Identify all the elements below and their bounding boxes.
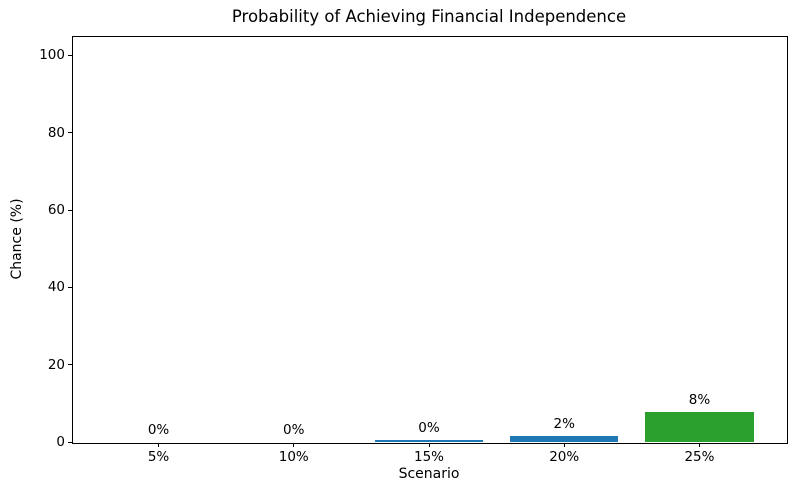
y-tick-mark [68,54,72,56]
bar-value-label: 2% [553,416,575,433]
y-tick-mark [68,286,72,288]
bar-value-label: 0% [418,420,440,437]
y-tick-label: 80 [47,124,65,141]
chart-title: Probability of Achieving Financial Indep… [231,7,627,26]
y-tick-mark [68,209,72,211]
x-tick-mark [428,443,430,447]
x-axis-label: Scenario [398,466,460,482]
bar-value-label: 8% [688,392,711,409]
bar-value-label: 0% [283,422,305,438]
x-tick-label: 25% [684,449,715,465]
y-tick-label: 100 [39,47,65,64]
bar[interactable] [510,436,619,442]
bar[interactable] [645,412,754,442]
y-tick-mark [68,364,72,366]
bar[interactable] [374,440,484,442]
x-tick-mark [698,443,700,447]
y-tick-label: 60 [47,202,65,218]
x-tick-mark [158,443,160,447]
y-tick-mark [68,132,72,134]
y-tick-label: 40 [47,279,65,296]
x-tick-mark [563,443,565,447]
bar-value-label: 0% [147,422,170,438]
x-tick-label: 5% [147,449,170,465]
x-tick-label: 15% [413,449,444,465]
x-tick-label: 10% [278,449,309,465]
x-tick-mark [293,443,295,447]
y-tick-label: 20 [47,356,65,373]
y-tick-label: 0 [56,434,65,450]
x-tick-label: 20% [549,449,580,465]
y-tick-mark [68,441,72,443]
plot-area [72,36,788,444]
